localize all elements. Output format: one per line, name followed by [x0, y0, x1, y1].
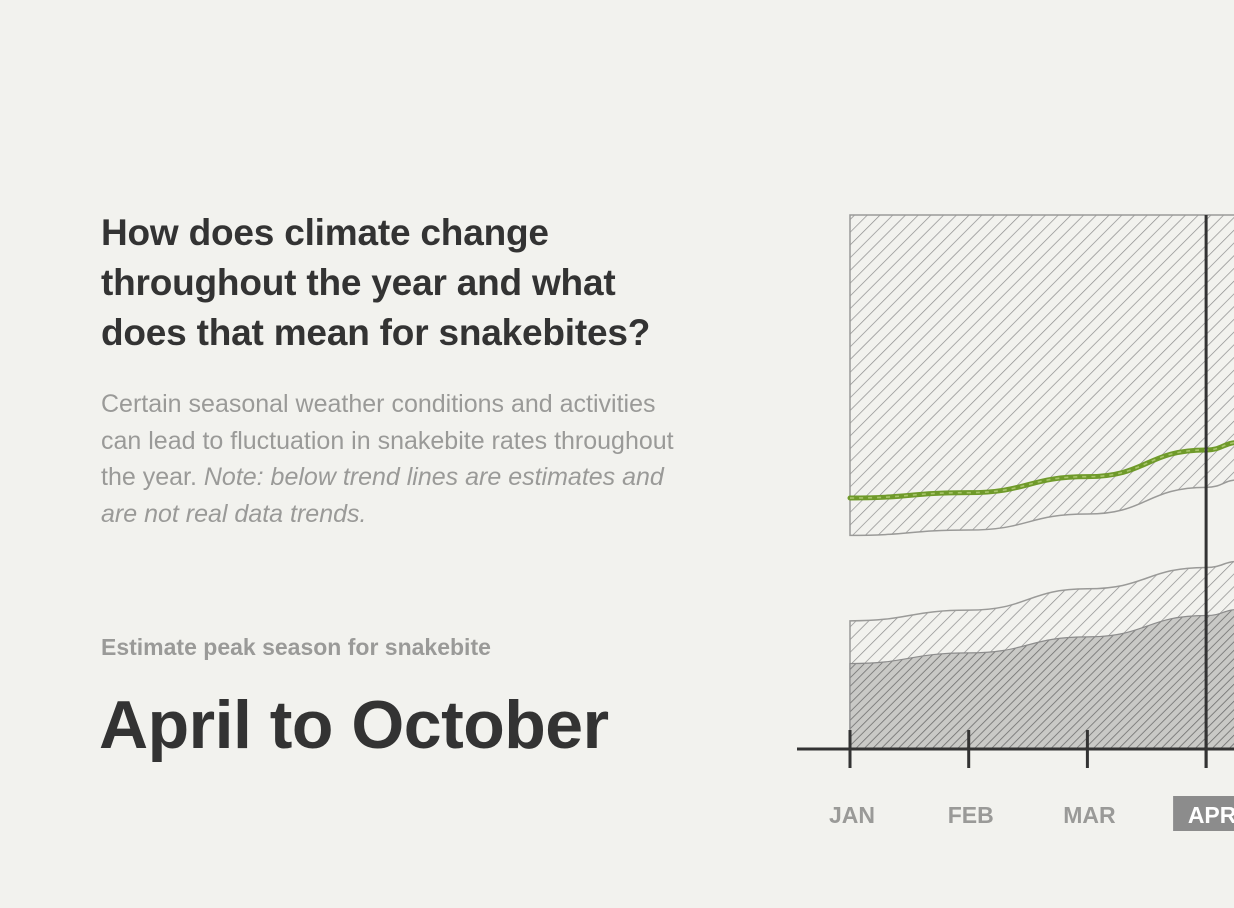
x-tick-label-feb: FEB — [948, 802, 994, 828]
peak-season-label: Estimate peak season for snakebite — [101, 634, 491, 660]
chart-axis — [797, 215, 1234, 768]
x-tick-label-apr: APR — [1188, 802, 1234, 828]
peak-season-value: April to October — [99, 687, 609, 763]
highlight-label-box — [1173, 796, 1234, 831]
chart-tick-labels: JAN FEB MAR APR — [829, 796, 1234, 831]
description: Certain seasonal weather conditions and … — [101, 386, 681, 532]
x-tick-label-mar: MAR — [1063, 802, 1116, 828]
upper-band — [849, 214, 1234, 537]
chart-bands — [849, 214, 1234, 750]
description-main: Certain seasonal weather conditions and … — [101, 390, 674, 491]
intro-text: How does climate change throughout the y… — [101, 208, 701, 532]
description-note: Note: below trend lines are estimates an… — [101, 463, 664, 528]
page-title: How does climate change throughout the y… — [101, 212, 651, 353]
x-tick-label-jan: JAN — [829, 802, 875, 828]
